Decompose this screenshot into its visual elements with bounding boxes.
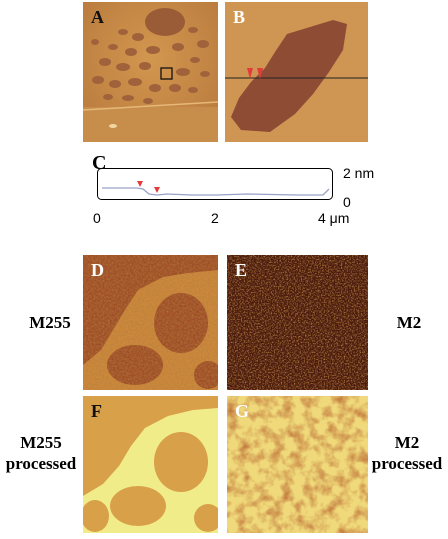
profile-x-tick-2: 2 (211, 210, 219, 226)
row-label-m2: M2 (396, 313, 422, 332)
panel-a-afm-image: A (83, 2, 218, 142)
profile-x-tick-0: 0 (93, 210, 101, 226)
panel-g-m2-processed-image: G (227, 396, 368, 533)
panel-f-label: F (91, 401, 102, 421)
panel-g-label: G (235, 401, 250, 421)
zoom-box (160, 67, 173, 80)
panel-d-label: D (91, 260, 104, 280)
panel-e-label: E (235, 260, 248, 280)
row-label-m255-processed: M255 processed (5, 433, 77, 473)
panel-d-m255-image: D (83, 255, 218, 390)
row-label-m255: M255 (29, 313, 71, 332)
panel-a-label: A (91, 7, 104, 27)
panel-f-m255-processed-image: F (83, 396, 218, 533)
profile-y-bottom-label: 0 (343, 194, 351, 210)
profile-x-tick-4: 4 μm (318, 210, 350, 226)
panel-c-height-profile (97, 168, 333, 200)
row-label-m2-processed: M2 processed (371, 433, 443, 473)
profile-y-top-label: 2 nm (343, 165, 375, 181)
panel-b-label: B (233, 7, 246, 27)
panel-b-afm-image: B (225, 2, 368, 142)
panel-e-m2-image: E (227, 255, 368, 390)
